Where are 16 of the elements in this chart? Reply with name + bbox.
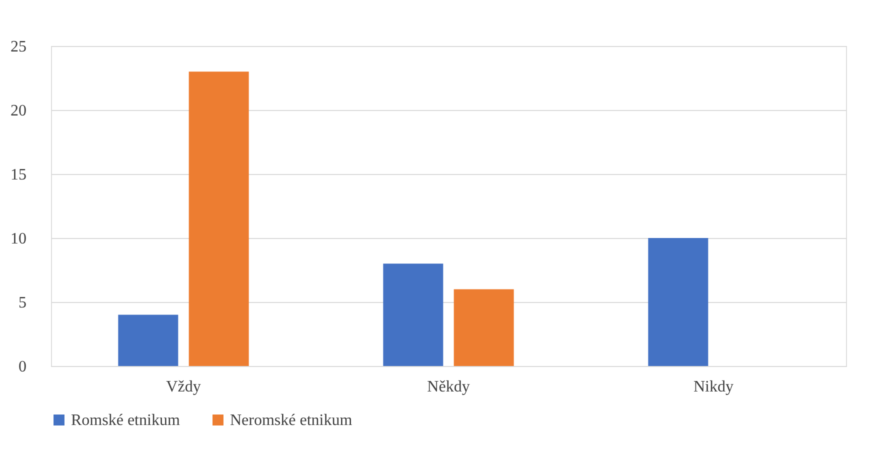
y-tick-label: 15 [10,166,26,184]
bar [383,264,444,366]
x-tick-label: Někdy [427,378,470,396]
legend-label: Romské etnikum [71,412,180,429]
x-tick-label: Vždy [166,378,201,396]
bar [188,72,249,366]
y-tick-label: 25 [10,38,26,56]
y-tick-label: 20 [10,102,26,120]
bar [118,314,178,366]
bar [454,289,514,366]
y-tick-label: 10 [10,230,26,248]
y-tick-label: 5 [18,294,26,312]
legend-label: Neromské etnikum [230,412,353,429]
y-tick-label: 0 [18,358,26,376]
x-tick-label: Nikdy [694,378,734,396]
bar [648,238,708,366]
